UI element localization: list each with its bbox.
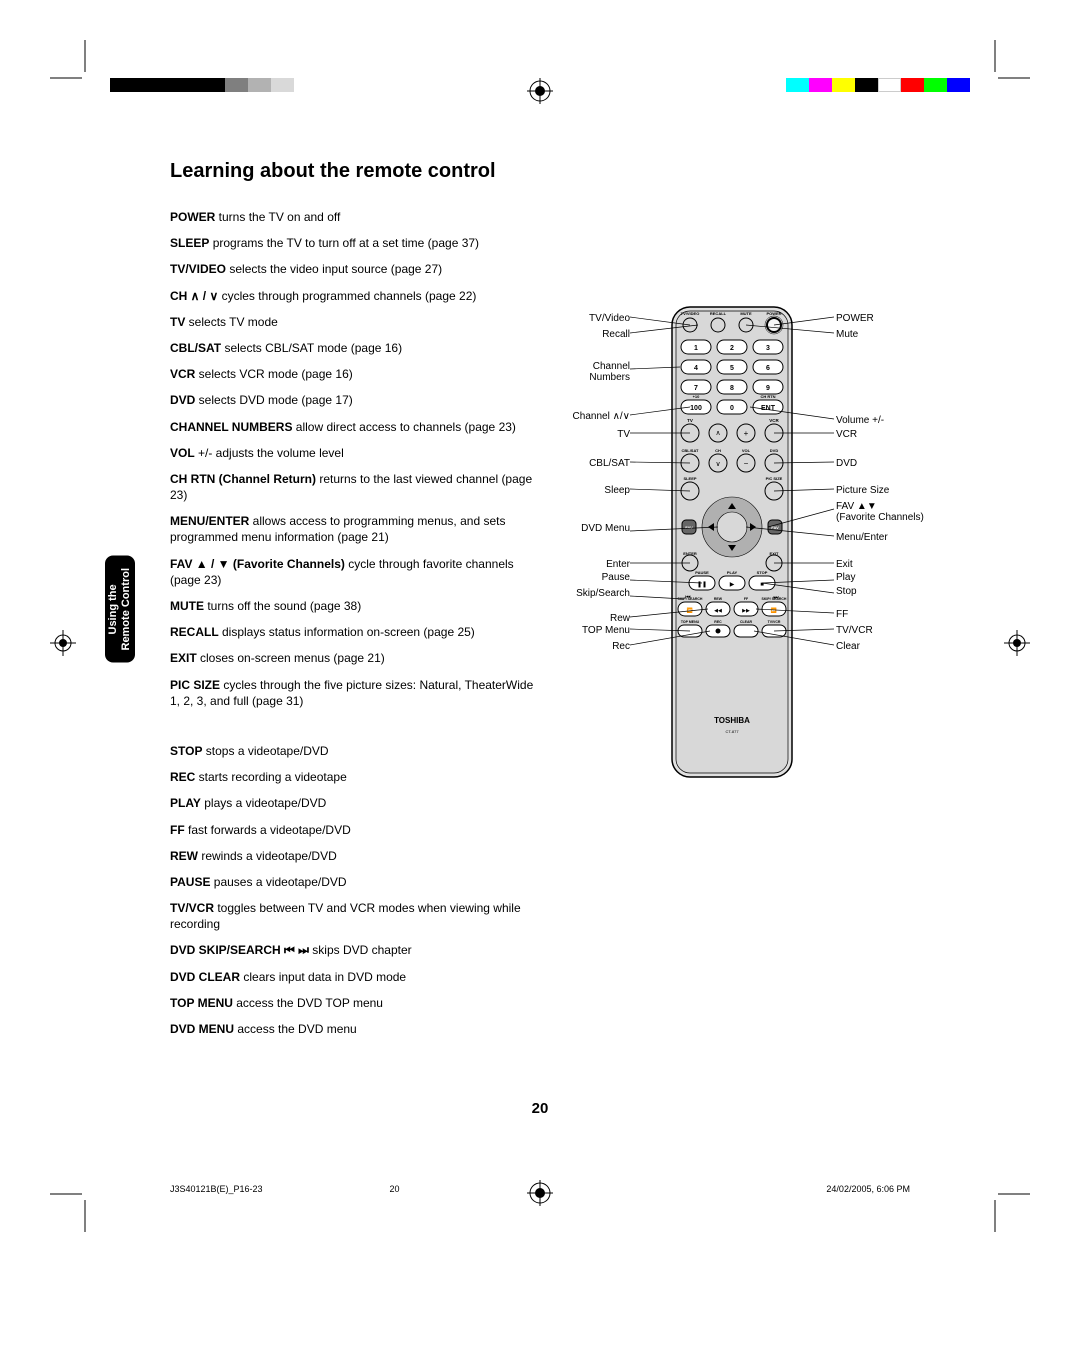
remote-label-left: Channel Numbers [550,361,630,383]
remote-label-left: CBL/SAT [550,458,630,469]
remote-label-right: TV/VCR [836,625,946,636]
definition-item: CH RTN (Channel Return) returns to the l… [170,471,540,503]
footer-mid: 20 [389,1184,399,1194]
footer-left: J3S40121B(E)_P16-23 [170,1184,263,1194]
remote-label-right: Exit [836,559,946,570]
remote-label-right: Mute [836,329,946,340]
definition-item: RECALL displays status information on-sc… [170,624,540,640]
remote-label-left: Skip/Search [550,588,630,599]
definition-item: FAV ▲ / ▼ (Favorite Channels) cycle thro… [170,556,540,588]
page-heading: Learning about the remote control [170,160,910,183]
definition-item: VOL +/- adjusts the volume level [170,445,540,461]
definitions-list: POWER turns the TV on and off SLEEP progr… [170,209,540,1047]
remote-label-right: FAV ▲▼ (Favorite Channels) [836,501,946,523]
remote-label-right: Picture Size [836,485,946,496]
definition-item: REW rewinds a videotape/DVD [170,848,540,864]
definition-item: VCR selects VCR mode (page 16) [170,366,540,382]
side-tab: Using the Remote Control [105,556,135,663]
definition-item: FF fast forwards a videotape/DVD [170,822,540,838]
remote-label-right: Clear [836,641,946,652]
remote-label-right: Menu/Enter [836,532,946,543]
register-mark-top [527,78,553,104]
definition-item: CH ∧ / ∨ cycles through programmed chann… [170,288,540,304]
definition-item: CBL/SAT selects CBL/SAT mode (page 16) [170,340,540,356]
remote-label-left: DVD Menu [550,523,630,534]
remote-label-left: Rec [550,641,630,652]
definition-item: DVD MENU access the DVD menu [170,1021,540,1037]
remote-label-right: FF [836,609,946,620]
remote-label-left: Rew [550,613,630,624]
definition-item: TOP MENU access the DVD TOP menu [170,995,540,1011]
remote-label-right: VCR [836,429,946,440]
definition-item: DVD CLEAR clears input data in DVD mode [170,969,540,985]
color-bars-right [786,78,970,92]
remote-label-right: DVD [836,458,946,469]
remote-diagram: TV/VIDEORECALLMUTEPOWER 1234567891000ENT… [550,209,910,1047]
remote-label-left: Channel ∧/∨ [550,411,630,422]
definition-item: TV/VCR toggles between TV and VCR modes … [170,900,540,932]
definition-item: MENU/ENTER allows access to programming … [170,513,540,545]
remote-label-left: Pause [550,572,630,583]
remote-label-left: Enter [550,559,630,570]
remote-label-right: POWER [836,313,946,324]
definition-item: PIC SIZE cycles through the five picture… [170,677,540,709]
definition-item: CHANNEL NUMBERS allow direct access to c… [170,419,540,435]
definition-item: SLEEP programs the TV to turn off at a s… [170,235,540,251]
definition-item: DVD selects DVD mode (page 17) [170,392,540,408]
definition-item: REC starts recording a videotape [170,769,540,785]
remote-label-left: Sleep [550,485,630,496]
page-number: 20 [532,1100,549,1117]
remote-label-right: Stop [836,586,946,597]
definition-item: PAUSE pauses a videotape/DVD [170,874,540,890]
color-bars-left [110,78,294,92]
definition-item: TV selects TV mode [170,314,540,330]
definition-item: PLAY plays a videotape/DVD [170,795,540,811]
remote-label-right: Play [836,572,946,583]
definition-item: TV/VIDEO selects the video input source … [170,261,540,277]
definition-item: STOP stops a videotape/DVD [170,743,540,759]
remote-label-left: Recall [550,329,630,340]
definition-item: DVD SKIP/SEARCH ⏮ ⏭ skips DVD chapter [170,942,540,958]
remote-label-right: Volume +/- [836,415,946,426]
footer-right: 24/02/2005, 6:06 PM [826,1184,910,1194]
footer: J3S40121B(E)_P16-23 20 24/02/2005, 6:06 … [170,1184,910,1194]
remote-label-left: TV/Video [550,313,630,324]
remote-label-left: TOP Menu [550,625,630,636]
remote-label-left: TV [550,429,630,440]
definition-item: MUTE turns off the sound (page 38) [170,598,540,614]
definition-item: POWER turns the TV on and off [170,209,540,225]
definition-item: EXIT closes on-screen menus (page 21) [170,650,540,666]
